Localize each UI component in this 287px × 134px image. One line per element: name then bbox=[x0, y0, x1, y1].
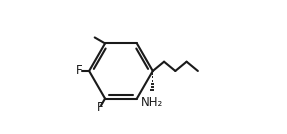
Text: F: F bbox=[76, 64, 82, 77]
Text: NH₂: NH₂ bbox=[141, 96, 163, 109]
Text: F: F bbox=[97, 101, 103, 114]
